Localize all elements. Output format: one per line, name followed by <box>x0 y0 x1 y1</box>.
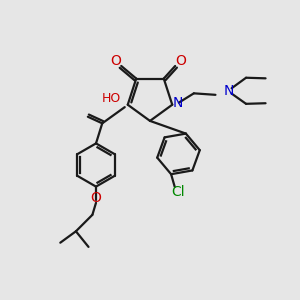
Text: HO: HO <box>102 92 121 105</box>
Text: O: O <box>111 54 122 68</box>
Text: N: N <box>224 84 234 98</box>
Text: O: O <box>91 191 101 205</box>
Text: N: N <box>172 96 182 110</box>
Text: Cl: Cl <box>172 185 185 199</box>
Text: O: O <box>175 54 186 68</box>
